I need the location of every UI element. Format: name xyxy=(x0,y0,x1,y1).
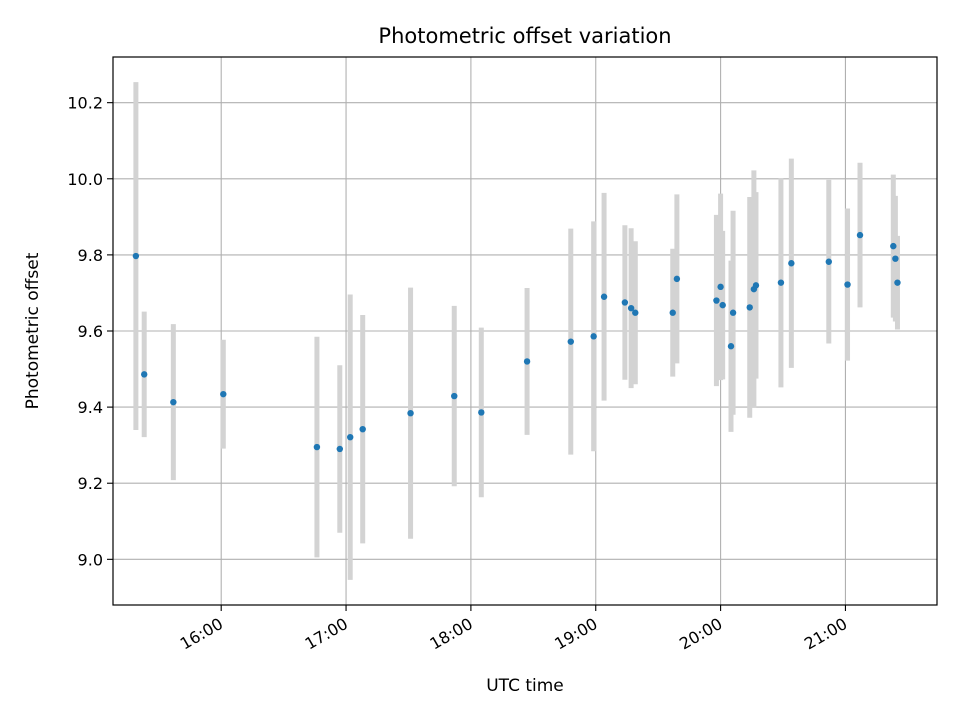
data-point xyxy=(313,443,321,451)
data-point xyxy=(621,299,629,306)
data-point xyxy=(788,260,795,267)
data-point xyxy=(777,279,785,286)
data-point xyxy=(746,304,753,311)
data-point xyxy=(717,283,724,291)
x-axis-label: UTC time xyxy=(486,676,564,696)
y-tick-label: 9.0 xyxy=(78,550,103,569)
data-point xyxy=(673,275,681,283)
data-point xyxy=(600,293,608,300)
data-point xyxy=(590,333,597,340)
data-point xyxy=(856,231,864,239)
y-tick-label: 9.4 xyxy=(78,398,103,417)
y-tick-label: 9.2 xyxy=(78,474,103,493)
y-tick-label: 9.8 xyxy=(78,246,103,265)
data-point xyxy=(632,309,639,316)
data-point xyxy=(669,309,676,316)
data-point xyxy=(220,390,227,398)
y-axis-ticks: 9.0 9.2 9.4 9.6 9.8 10.0 10.2 xyxy=(67,94,113,569)
data-point xyxy=(825,258,832,265)
y-axis-label: Photometric offset xyxy=(23,252,43,409)
data-point xyxy=(336,445,344,453)
y-tick-label: 10.0 xyxy=(67,170,103,189)
data-point xyxy=(567,338,574,345)
data-point xyxy=(141,371,148,378)
data-point xyxy=(523,358,531,365)
data-point xyxy=(719,301,726,309)
data-point xyxy=(627,304,635,312)
data-point xyxy=(752,282,760,289)
data-point xyxy=(359,425,366,433)
data-point xyxy=(729,309,737,316)
data-point xyxy=(132,252,140,260)
data-point xyxy=(844,281,851,288)
data-point xyxy=(894,279,901,286)
data-point xyxy=(407,410,414,417)
data-point xyxy=(451,392,458,400)
data-point xyxy=(727,343,735,350)
data-point xyxy=(170,398,177,406)
chart-title: Photometric offset variation xyxy=(378,24,671,48)
data-point xyxy=(892,255,899,262)
data-point xyxy=(347,433,354,441)
data-point xyxy=(713,297,720,304)
y-tick-label: 10.2 xyxy=(67,94,103,113)
data-points xyxy=(132,231,901,453)
y-tick-label: 9.6 xyxy=(78,322,103,341)
data-point xyxy=(478,409,485,416)
data-point xyxy=(890,242,897,250)
